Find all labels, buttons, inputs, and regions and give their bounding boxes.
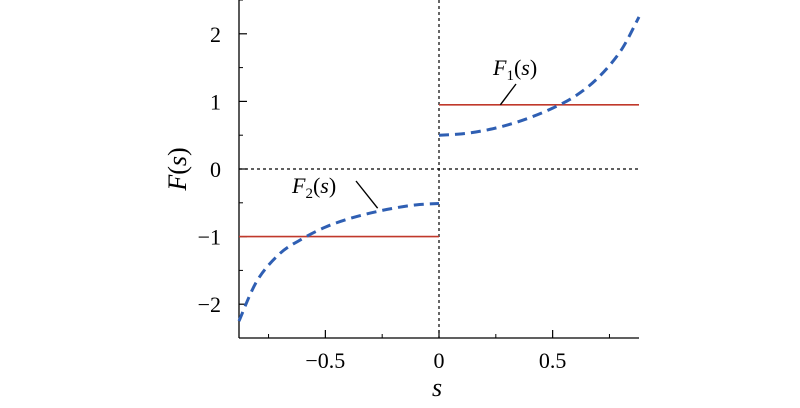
- plot-area: −2 −1 0 1 2 −0.5 0 0.5 s F(s) F1(s) F2(s): [163, 0, 641, 402]
- y-tick-label: −1: [198, 225, 221, 250]
- annotation-leader-1: [499, 83, 517, 106]
- x-axis-title: s: [432, 373, 442, 402]
- y-tick-label: 2: [210, 22, 221, 47]
- annotation-label-2: F2(s): [291, 173, 336, 202]
- y-tick-label: 1: [210, 89, 221, 114]
- annotation-label-1: F1(s): [492, 55, 537, 84]
- series-2-segment-1: [237, 201, 440, 322]
- x-tick-label: 0: [434, 348, 445, 373]
- x-tick-label: 0.5: [539, 348, 567, 373]
- y-tick-label: 0: [210, 157, 221, 182]
- y-tick-label: −2: [198, 292, 221, 317]
- y-axis-title: F(s): [163, 147, 192, 191]
- series-2-segment-2: [438, 16, 641, 137]
- x-tick-label: −0.5: [305, 348, 345, 373]
- annotation-leader-2: [355, 180, 379, 209]
